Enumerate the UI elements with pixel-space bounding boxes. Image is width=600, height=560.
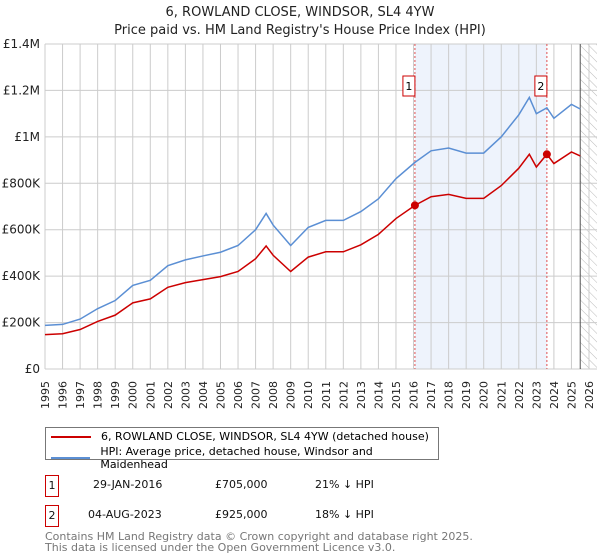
x-tick-label: 2003 [179,381,192,409]
sale-row: 1 29-JAN-2016 £705,000 21% ↓ HPI [45,475,445,497]
sale-delta: 18% ↓ HPI [315,508,374,521]
sale-badge: 1 [45,475,59,497]
price-chart: 1995 1996 1997 1998 1999 2000 2001 2002 2003 2004… [2,37,597,409]
x-tick-label: 1996 [57,381,70,409]
sale-marker-box [402,75,416,97]
legend-label-hpi: HPI: Average price, detached house, Wind… [100,445,373,471]
sale-date: 04-AUG-2023 [88,508,162,521]
x-tick-label: 2022 [513,381,526,409]
y-tick-label: £600K [2,223,42,237]
y-tick-label: £1M [14,130,40,144]
sale-badge: 2 [45,505,59,527]
sale-delta: 21% ↓ HPI [315,478,374,491]
x-tick-label: 2001 [144,381,157,409]
x-tick-label: 2024 [548,381,561,409]
x-tick-label: 2026 [583,381,596,409]
legend-label-property: 6, ROWLAND CLOSE, WINDSOR, SL4 4YW (deta… [101,430,429,443]
y-tick-label: £1.2M [3,83,40,97]
chart-title: 6, ROWLAND CLOSE, WINDSOR, SL4 4YW [165,5,435,20]
x-tick-label: 2007 [250,381,263,409]
x-tick-label: 2016 [408,381,421,409]
x-tick-label: 2025 [565,381,578,409]
x-tick-label: 2008 [267,381,280,409]
legend-swatch-blue [51,457,91,459]
x-tick-label: 2005 [214,381,227,409]
legend: 6, ROWLAND CLOSE, WINDSOR, SL4 4YW (deta… [45,427,439,471]
sale-price: £925,000 [215,508,268,521]
legend-swatch-red [51,435,91,438]
sale-point [410,201,419,210]
y-tick-label: £200K [2,316,42,330]
sale-row: 2 04-AUG-2023 £925,000 18% ↓ HPI [45,505,445,527]
x-tick-label: 2021 [495,381,508,409]
footer: Contains HM Land Registry data © Crown c… [45,531,473,553]
x-tick-label: 2014 [372,381,385,409]
x-tick-label: 2006 [232,381,245,409]
x-tick-label: 2009 [285,381,298,409]
x-tick-label: 2023 [530,381,543,409]
chart-subtitle: Price paid vs. HM Land Registry's House … [114,23,486,38]
footer-line2: This data is licensed under the Open Gov… [45,541,396,554]
x-tick-label: 2000 [127,381,140,409]
x-tick-label: 2002 [162,381,175,409]
sale-marker-label: 2 [537,80,544,93]
x-tick-label: 1997 [74,381,87,409]
x-tick-label: 2020 [478,381,491,409]
sale-marker-box [534,75,548,97]
sale-period-shade [414,44,547,369]
y-tick-label: £400K [2,269,42,283]
sale-price: £705,000 [215,478,268,491]
x-tick-label: 2004 [197,381,210,409]
y-tick-label: £800K [2,176,42,190]
x-tick-label: 2015 [390,381,403,409]
x-tick-label: 2019 [460,381,473,409]
footer-line1: Contains HM Land Registry data © Crown c… [45,530,473,543]
sale-point [542,150,551,159]
x-tick-label: 1999 [109,381,122,409]
x-tick-label: 2011 [320,381,333,409]
y-tick-label: £0 [25,362,40,376]
x-tick-label: 2013 [355,381,368,409]
sale-marker-label: 1 [405,80,412,93]
sale-date: 29-JAN-2016 [93,478,163,491]
x-tick-label: 2012 [337,381,350,409]
x-tick-label: 2010 [302,381,315,409]
x-tick-label: 1998 [92,381,105,409]
x-tick-label: 1995 [39,381,52,409]
x-tick-label: 2017 [425,381,438,409]
y-tick-label: £1.4M [3,37,40,51]
x-tick-label: 2018 [443,381,456,409]
